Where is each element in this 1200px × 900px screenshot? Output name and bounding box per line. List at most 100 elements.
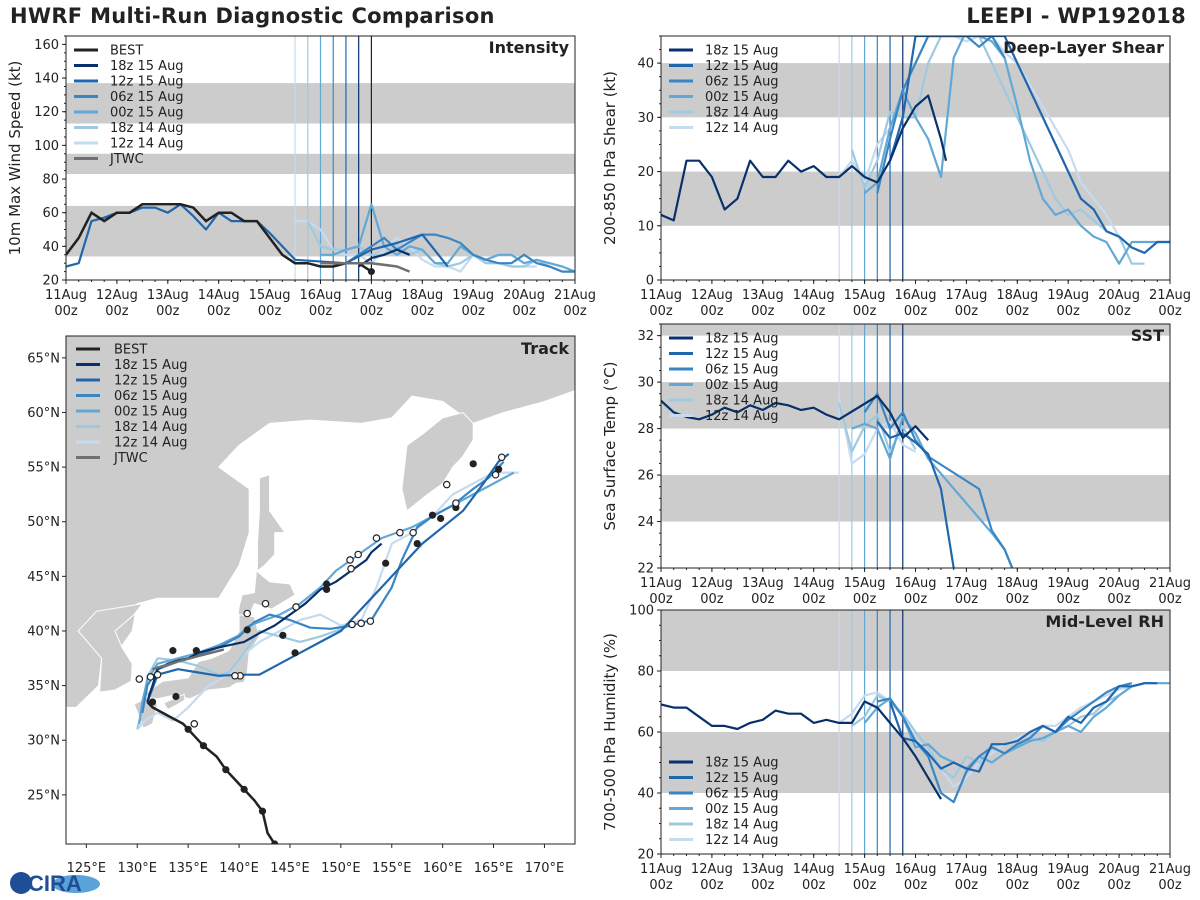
shear-x-tick-label: 19Aug (1047, 288, 1089, 303)
sst-y-tick-label: 26 (637, 469, 654, 484)
track-point-00z (169, 647, 177, 655)
rh-series-line (661, 700, 942, 800)
rh-band (661, 610, 1170, 671)
logo-text: CIRA (28, 871, 82, 896)
rh-x-tick-label: 00z (904, 878, 928, 893)
shear-x-tick-label: 13Aug (742, 288, 784, 303)
sst-legend-label: 18z 15 Aug (705, 332, 779, 347)
rh-y-tick-label: 40 (637, 787, 654, 802)
intensity-plot-area (66, 36, 575, 280)
intensity-legend-label: BEST (110, 44, 143, 59)
track-legend-label: 18z 15 Aug (114, 358, 188, 373)
intensity-y-tick-label: 140 (34, 72, 59, 87)
chart-sst: 22242628303211Aug00z12Aug00z13Aug00z14Au… (601, 323, 1191, 607)
track-x-tick-label: 135°E (168, 861, 208, 876)
rh-x-tick-label: 00z (802, 878, 826, 893)
intensity-y-tick-label: 80 (42, 173, 59, 188)
rh-x-tick-label: 00z (649, 878, 673, 893)
sst-x-tick-label: 18Aug (996, 576, 1038, 591)
track-x-tick-label: 155°E (372, 861, 412, 876)
intensity-x-tick-label: 00z (411, 304, 435, 319)
track-x-tick-label: 145°E (270, 861, 310, 876)
track-point-12z (243, 609, 252, 618)
track-x-tick-label: 140°E (219, 861, 259, 876)
rh-legend-label: 18z 15 Aug (705, 756, 779, 771)
rh-panel-title: Mid-Level RH (1045, 612, 1164, 631)
track-point-12z (442, 480, 451, 489)
intensity-x-tick-label: 00z (258, 304, 282, 319)
chart-shear: 01020304011Aug00z12Aug00z13Aug00z14Aug00… (601, 35, 1191, 319)
intensity-best-marker (367, 268, 375, 276)
track-point-12z (347, 564, 355, 573)
track-point-00z (428, 511, 437, 519)
shear-panel-title: Deep-Layer Shear (1003, 38, 1164, 57)
track-best-line (146, 701, 276, 844)
track-point-12z (292, 603, 300, 611)
rh-x-tick-label: 00z (955, 878, 979, 893)
shear-x-tick-label: 00z (1006, 304, 1030, 319)
shear-series-line (850, 36, 1145, 265)
intensity-x-tick-label: 00z (105, 304, 129, 319)
sst-x-tick-label: 16Aug (895, 576, 937, 591)
rh-x-tick-label: 21Aug (1149, 862, 1191, 877)
track-point-00z (184, 725, 192, 733)
sst-y-axis-label: Sea Surface Temp (°C) (601, 361, 619, 530)
rh-y-tick-label: 60 (637, 726, 654, 741)
track-y-tick-label: 35°N (27, 679, 60, 694)
shear-series-line (876, 36, 1006, 194)
shear-x-tick-label: 00z (751, 304, 775, 319)
track-point-12z (491, 470, 500, 479)
sst-x-tick-label: 17Aug (945, 576, 987, 591)
intensity-x-tick-label: 12Aug (96, 288, 138, 303)
intensity-x-tick-label: 15Aug (249, 288, 291, 303)
sst-series-line (661, 394, 930, 441)
intensity-legend-label: JTWC (109, 152, 144, 167)
sst-legend-label: 18z 14 Aug (705, 394, 779, 409)
track-legend-label: 06z 15 Aug (114, 389, 188, 404)
track-x-tick-label: 170°E (525, 861, 565, 876)
intensity-x-tick-label: 14Aug (198, 288, 240, 303)
sst-x-tick-label: 21Aug (1149, 576, 1191, 591)
shear-series-line (888, 36, 1170, 254)
shear-y-axis-label: 200-850 hPa Shear (kt) (601, 71, 619, 245)
shear-y-tick-label: 40 (637, 57, 654, 72)
chart-intensity: 2040608010012014016011Aug00z12Aug00z13Au… (6, 35, 596, 319)
sst-band (661, 324, 1170, 336)
shear-x-tick-label: 14Aug (793, 288, 835, 303)
track-point-12z (354, 550, 362, 559)
intensity-x-tick-label: 00z (207, 304, 231, 319)
sst-panel-title: SST (1131, 326, 1164, 345)
track-y-tick-label: 30°N (27, 734, 60, 749)
track-point-00z (437, 514, 445, 523)
rh-x-tick-label: 00z (1057, 878, 1081, 893)
intensity-jtwc-line (320, 261, 411, 273)
rh-x-tick-label: 00z (700, 878, 724, 893)
track-point-12z (396, 528, 404, 537)
rh-x-tick-label: 00z (1107, 878, 1131, 893)
sst-y-tick-label: 24 (637, 515, 654, 530)
sst-x-tick-label: 13Aug (742, 576, 784, 591)
sst-x-tick-label: 00z (1158, 592, 1182, 607)
intensity-legend-label: 12z 15 Aug (110, 75, 184, 90)
rh-y-axis-label: 700-500 hPa Humidity (%) (601, 633, 619, 831)
track-map-area (66, 336, 575, 844)
chart-rh: 2040608010011Aug00z12Aug00z13Aug00z14Aug… (601, 604, 1191, 894)
sst-x-tick-label: 20Aug (1098, 576, 1140, 591)
track-y-tick-label: 25°N (27, 788, 60, 803)
intensity-x-tick-label: 18Aug (401, 288, 443, 303)
track-point-00z (323, 585, 331, 594)
sst-x-tick-label: 00z (1107, 592, 1131, 607)
shear-x-tick-label: 00z (1057, 304, 1081, 319)
rh-x-tick-label: 20Aug (1098, 862, 1140, 877)
shear-series-line (661, 94, 948, 222)
intensity-legend-label: 18z 15 Aug (110, 59, 184, 74)
sst-series-line (838, 402, 917, 453)
track-point-00z (279, 631, 287, 639)
shear-y-tick-label: 0 (646, 274, 654, 289)
land-shikoku (162, 693, 186, 711)
track-forecast-line (146, 453, 510, 703)
sst-band (661, 475, 1170, 522)
shear-legend-label: 18z 15 Aug (705, 44, 779, 59)
shear-legend-label: 06z 15 Aug (705, 75, 779, 90)
track-point-00z (240, 785, 248, 793)
